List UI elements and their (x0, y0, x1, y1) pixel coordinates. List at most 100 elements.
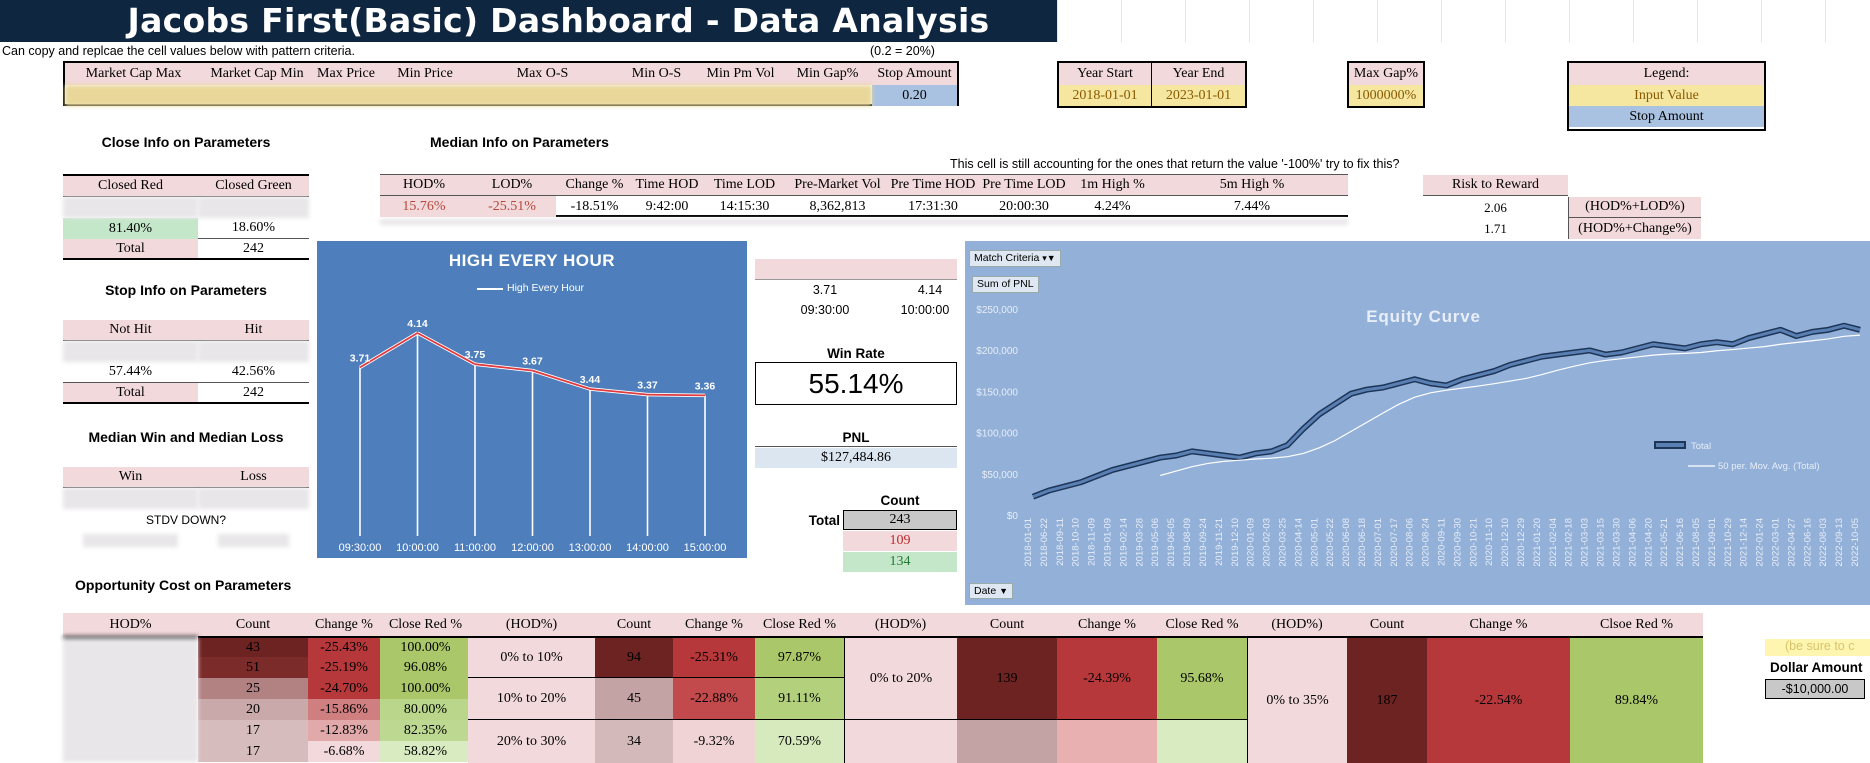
risk-reward-formula-1: (HOD%+LOD%) (1568, 197, 1701, 218)
x-date-label: 2020-09-30 (1452, 518, 1463, 567)
redacted-cell (198, 197, 309, 218)
opp4-change: -22.54% (1427, 636, 1570, 763)
date-filter-button[interactable]: Date ▼ (969, 583, 1014, 599)
year-end-input[interactable]: 2023-01-01 (1152, 85, 1245, 106)
stop-amount-input[interactable]: 0.20 (872, 85, 957, 106)
opp1-red: 82.35% (380, 720, 471, 741)
high-every-hour-chart[interactable]: HIGH EVERY HOUR High Every Hour 3.71 09:3… (317, 241, 747, 558)
close-info-title: Close Info on Parameters (101, 134, 271, 150)
not-hit-label: Not Hit (63, 320, 198, 341)
win-rate-value: 55.14% (755, 362, 957, 405)
dollar-note: (be sure to c (1765, 639, 1870, 656)
median-change-value: -18.51% (570, 198, 619, 214)
x-date-label: 2019-06-05 (1166, 518, 1177, 567)
x-date-label: 2019-05-06 (1150, 518, 1161, 567)
criteria-header: Max Price (312, 63, 380, 85)
x-date-label: 2021-12-14 (1739, 518, 1750, 567)
copy-note: Can copy and replcae the cell values bel… (2, 44, 355, 58)
opp4-red: 89.84% (1570, 636, 1703, 763)
opp1-change: -25.19% (308, 657, 380, 678)
opp1-red: 80.00% (380, 699, 471, 720)
redacted-cell (198, 488, 309, 509)
opp1-count: 20 (198, 699, 308, 720)
sum-of-pnl-button[interactable]: Sum of PNL (972, 276, 1039, 293)
x-date-label: 2020-06-18 (1357, 518, 1368, 567)
count-green-value: 134 (843, 552, 957, 572)
x-date-label: 2020-01-09 (1246, 518, 1257, 567)
equity-legend-ma: 50 per. Mov. Avg. (Total) (1718, 461, 1820, 472)
median-info-title: Median Info on Parameters (430, 134, 609, 150)
opp4-header: Count (1347, 613, 1427, 636)
redacted-row (380, 219, 1348, 225)
data-label: 3.37 (637, 380, 658, 392)
x-date-label: 2020-09-11 (1437, 518, 1448, 566)
stop-info-table: Not Hit Hit 57.44% 42.56% Total 242 (63, 320, 309, 406)
x-date-label: 2020-08-06 (1405, 518, 1416, 567)
series-segment (417, 332, 476, 365)
opp2-change: -22.88% (673, 678, 755, 720)
date-filter-label: Date (974, 585, 997, 597)
x-date-label: 2021-08-05 (1691, 518, 1702, 567)
equity-total-line (1032, 324, 1861, 499)
redacted-cell (63, 197, 198, 218)
risk-reward-label: Risk to Reward (1423, 175, 1568, 196)
opp1-header: HOD% (63, 613, 198, 636)
redacted-cell (63, 341, 198, 362)
equity-curve-chart[interactable]: Match Criteria ▾▼ Sum of PNL Equity Curv… (965, 241, 1870, 605)
data-label: 3.75 (465, 349, 486, 361)
stop-note: (0.2 = 20%) (870, 44, 935, 58)
stop-info-title: Stop Info on Parameters (105, 282, 267, 298)
stdv-down-label: STDV DOWN? (145, 512, 226, 527)
median-pre-lod-value: 20:00:30 (999, 198, 1049, 214)
legend-stop-amount: Stop Amount (1569, 106, 1764, 127)
opp-table-4: (HOD%) Count Change % Clsoe Red % 0% to … (1247, 613, 1703, 763)
opp2-red: 70.59% (755, 720, 844, 763)
x-date-label: 2018-06-22 (1039, 518, 1050, 567)
x-date-label: 2020-07-17 (1389, 518, 1400, 567)
hour-chart-svg: 3.71 09:30:00 4.14 10:00:00 3.75 11:00:00 3.67… (339, 318, 727, 554)
x-date-label: 2022-03-01 (1770, 518, 1781, 567)
opp2-red: 97.87% (755, 636, 844, 678)
dollar-amount-input[interactable]: -$10,000.00 (1765, 679, 1865, 699)
x-date-label: 2019-02-14 (1118, 518, 1129, 567)
match-criteria-label: Match Criteria (974, 252, 1040, 264)
max-gap-input[interactable]: 1000000% (1349, 85, 1423, 106)
criteria-values-redacted[interactable] (65, 85, 872, 106)
median-header: LOD% (468, 175, 556, 196)
opp2-range: 10% to 20% (468, 678, 595, 720)
x-date-label: 2021-03-03 (1580, 518, 1591, 567)
chart-legend: High Every Hour (507, 282, 585, 294)
x-date-label: 2020-02-03 (1262, 518, 1273, 567)
series-segment (359, 332, 418, 369)
opp3-empty (1057, 720, 1157, 763)
data-label: 3.36 (695, 380, 716, 392)
x-date-label: 2018-11-09 (1087, 518, 1098, 566)
opp1-count: 51 (198, 657, 308, 678)
dollar-amount-label: Dollar Amount (1770, 660, 1863, 675)
pnl-value: $127,484.86 (755, 448, 957, 468)
opp3-empty (844, 720, 957, 763)
opp3-red: 95.68% (1157, 636, 1247, 720)
opp2-header: Close Red % (755, 613, 844, 636)
x-date-label: 2021-04-20 (1643, 518, 1654, 567)
year-start-input[interactable]: 2018-01-01 (1059, 85, 1152, 106)
opp1-count: 25 (198, 678, 308, 699)
legend-total-swatch (1654, 441, 1686, 449)
criteria-header: Market Cap Max (65, 63, 202, 85)
median-header: HOD% (380, 175, 468, 196)
opp3-range: 0% to 20% (844, 636, 957, 720)
pnl-divider (755, 446, 957, 447)
opp2-count: 34 (595, 720, 673, 763)
closed-red-pct: 81.40% (63, 218, 198, 239)
criteria-header: Stop Amount (872, 63, 957, 85)
legend-line-swatch (477, 288, 503, 290)
close-total-value: 242 (198, 239, 309, 260)
opp2-red: 91.11% (755, 678, 844, 720)
match-criteria-filter[interactable]: Match Criteria ▾▼ (969, 250, 1061, 267)
x-date-label: 2018-01-01 (1023, 518, 1034, 567)
opp3-header: Change % (1057, 613, 1157, 636)
x-date-label: 2018-10-10 (1071, 518, 1082, 567)
median-1m-high-value: 4.24% (1094, 198, 1131, 214)
x-tick-label: 15:00:00 (684, 542, 727, 554)
criteria-header: Min Price (380, 63, 470, 85)
